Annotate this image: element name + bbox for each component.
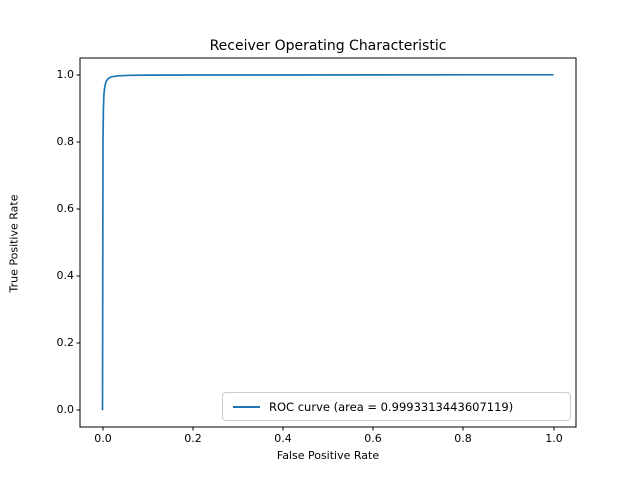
y-tick-label: 0.6 (56, 202, 75, 215)
x-axis-label: False Positive Rate (276, 449, 380, 462)
y-tick-label: 0.2 (56, 336, 75, 349)
x-tick-label: 0.4 (274, 432, 292, 445)
y-axis-label: True Positive Rate (7, 194, 21, 293)
x-tick-label: 0.2 (184, 432, 202, 445)
y-tick-label: 0.4 (56, 269, 75, 282)
x-tick-label: 0.0 (94, 432, 112, 445)
y-tick-label: 0.8 (56, 135, 75, 148)
legend-label: ROC curve (area = 0.9993313443607119) (269, 399, 514, 414)
y-tick-label: 0.0 (56, 403, 75, 416)
x-tick-label: 0.8 (454, 432, 472, 445)
x-tick-marks (102, 427, 555, 431)
axes-frame (79, 57, 577, 428)
x-tick-label: 1.0 (545, 432, 563, 445)
legend-line-sample (233, 405, 260, 408)
roc-curve-line (101, 73, 554, 411)
y-tick-label: 1.0 (56, 68, 75, 81)
y-tick-marks (76, 74, 80, 411)
chart-title: Receiver Operating Characteristic (209, 38, 447, 54)
legend-box: ROC curve (area = 0.9993313443607119) (222, 392, 571, 421)
x-tick-label: 0.6 (364, 432, 382, 445)
